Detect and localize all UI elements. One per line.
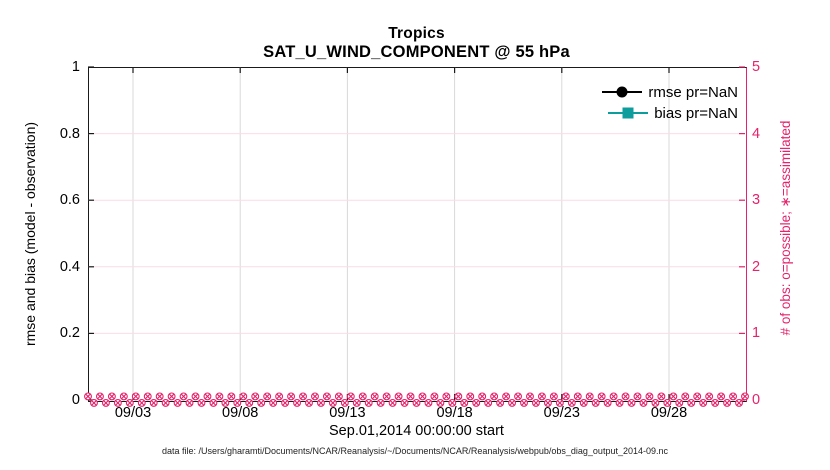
plot-canvas — [84, 66, 749, 407]
x-tick-label: 09/23 — [543, 405, 580, 421]
x-tick-label: 09/18 — [436, 405, 473, 421]
y-tick-label-right: 2 — [752, 258, 761, 275]
x-tick-label: 09/13 — [329, 405, 366, 421]
y-tick-label-left: 0 — [71, 392, 80, 408]
chart-title: Tropics — [388, 25, 445, 42]
bias-line-marker-icon — [608, 107, 649, 119]
x-tick-label: 09/28 — [650, 405, 688, 421]
y-tick-label-left: 0.8 — [59, 125, 80, 142]
data-file-path: data file: /Users/gharamti/Documents/NCA… — [161, 446, 668, 456]
obs-count-marker-band — [84, 392, 749, 407]
y-axis-label-left: rmse and bias (model - observation) — [22, 121, 38, 347]
legend-label-bias: bias pr=NaN — [654, 104, 738, 122]
y-tick-label-right: 4 — [752, 125, 761, 142]
y-tick-label-left: 1 — [71, 59, 80, 75]
x-tick-label: 09/08 — [222, 405, 259, 421]
x-axis-label: Sep.01,2014 00:00:00 start — [329, 423, 504, 439]
y-tick-label-right: 3 — [752, 192, 761, 209]
chart-subtitle: SAT_U_WIND_COMPONENT @ 55 hPa — [263, 43, 570, 61]
rmse-line-marker-icon — [602, 86, 643, 98]
x-tick-label: 09/03 — [114, 405, 152, 421]
y-tick-label-right: 0 — [752, 392, 761, 408]
y-tick-label-left: 0.6 — [59, 192, 80, 209]
y-tick-label-right: 5 — [752, 59, 761, 75]
legend-item-bias: bias pr=NaN — [606, 104, 738, 122]
legend: rmse pr=NaN bias pr=NaN — [600, 83, 738, 122]
legend-item-rmse: rmse pr=NaN — [600, 83, 738, 101]
legend-label-rmse: rmse pr=NaN — [648, 83, 738, 101]
y-tick-label-left: 0.2 — [59, 325, 80, 342]
y-tick-label-left: 0.4 — [59, 258, 80, 275]
y-axis-label-right: # of obs: o=possible; ∗=assimilated — [778, 120, 793, 336]
y-tick-label-right: 1 — [752, 325, 761, 342]
